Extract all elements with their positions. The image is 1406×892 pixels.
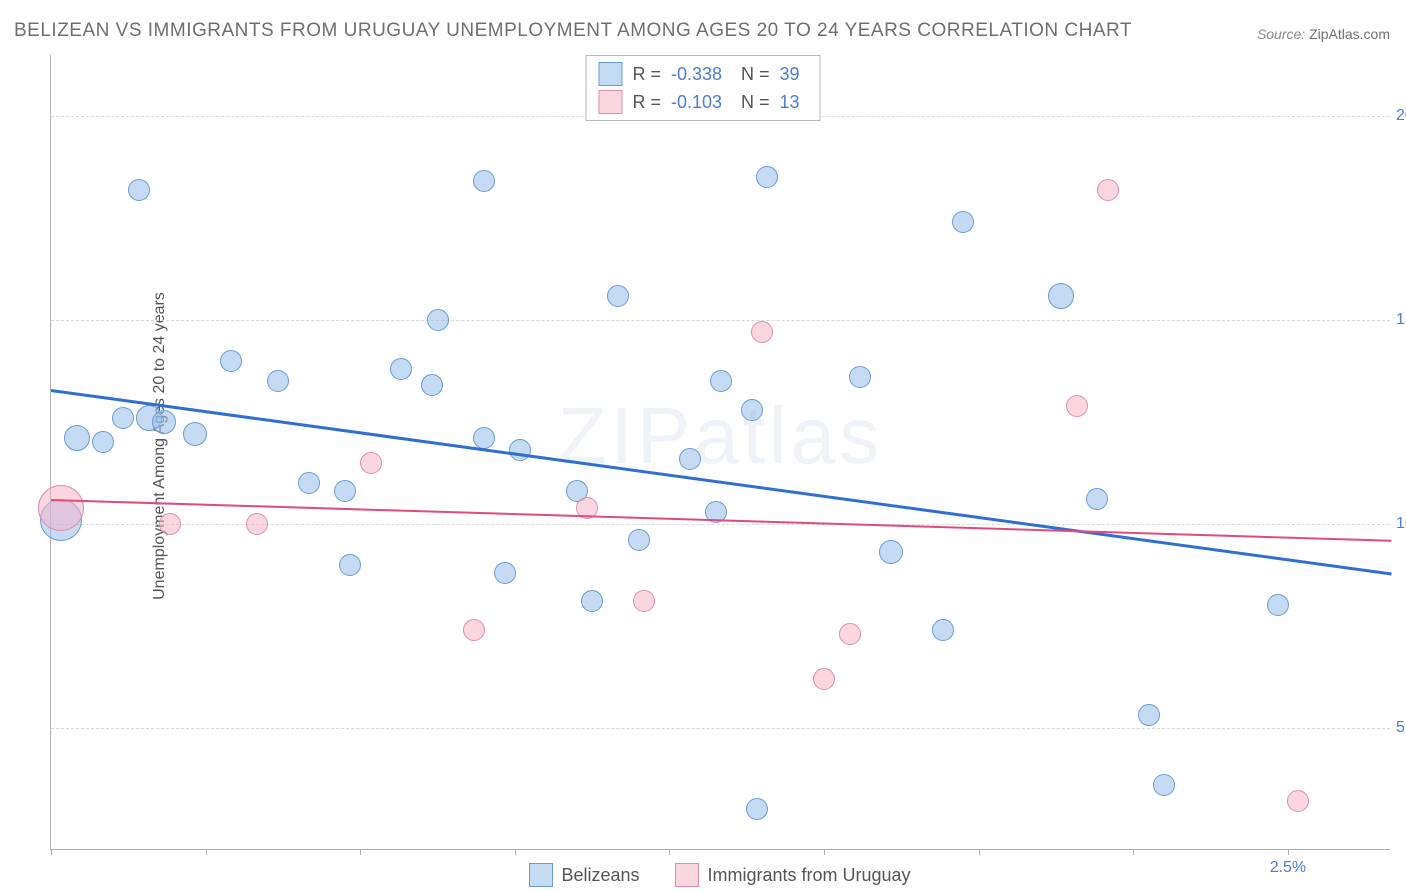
y-tick-label: 5.0% — [1396, 719, 1406, 737]
source-attribution: Source: ZipAtlas.com — [1257, 26, 1390, 42]
data-point-uruguay — [751, 321, 773, 343]
data-point-belizeans — [334, 480, 356, 502]
data-point-belizeans — [473, 427, 495, 449]
data-point-belizeans — [1267, 594, 1289, 616]
data-point-uruguay — [1066, 395, 1088, 417]
source-label: Source: — [1257, 26, 1309, 42]
y-tick-label: 10.0% — [1396, 515, 1406, 533]
x-tick — [515, 849, 516, 855]
source-value: ZipAtlas.com — [1309, 26, 1390, 42]
legend-item: Immigrants from Uruguay — [675, 863, 910, 887]
legend-label: Immigrants from Uruguay — [707, 865, 910, 886]
r-label: R = — [632, 64, 661, 85]
gridline — [51, 320, 1390, 321]
data-point-belizeans — [1048, 283, 1074, 309]
data-point-belizeans — [756, 166, 778, 188]
data-point-uruguay — [360, 452, 382, 474]
legend-stat-row: R = -0.338 N = 39 — [594, 60, 811, 88]
legend-swatch — [529, 863, 553, 887]
legend-label: Belizeans — [561, 865, 639, 886]
chart-title: BELIZEAN VS IMMIGRANTS FROM URUGUAY UNEM… — [14, 20, 1132, 42]
data-point-uruguay — [1097, 179, 1119, 201]
data-point-belizeans — [183, 422, 207, 446]
n-value: 39 — [780, 64, 808, 85]
data-point-belizeans — [152, 410, 176, 434]
x-tick — [1288, 849, 1289, 855]
data-point-uruguay — [813, 668, 835, 690]
data-point-belizeans — [710, 370, 732, 392]
legend-stat-row: R = -0.103 N = 13 — [594, 88, 811, 116]
data-point-belizeans — [267, 370, 289, 392]
data-point-belizeans — [64, 425, 90, 451]
x-tick — [979, 849, 980, 855]
data-point-uruguay — [38, 485, 84, 531]
data-point-belizeans — [952, 211, 974, 233]
data-point-belizeans — [1086, 488, 1108, 510]
x-tick — [669, 849, 670, 855]
data-point-belizeans — [220, 350, 242, 372]
data-point-uruguay — [633, 590, 655, 612]
x-tick — [824, 849, 825, 855]
data-point-belizeans — [339, 554, 361, 576]
legend-swatch — [598, 62, 622, 86]
data-point-belizeans — [494, 562, 516, 584]
data-point-belizeans — [421, 374, 443, 396]
n-label: N = — [741, 92, 770, 113]
series-legend: Belizeans Immigrants from Uruguay — [50, 863, 1390, 892]
x-tick — [51, 849, 52, 855]
x-tick — [1133, 849, 1134, 855]
data-point-belizeans — [679, 448, 701, 470]
data-point-belizeans — [390, 358, 412, 380]
legend-swatch — [675, 863, 699, 887]
n-label: N = — [741, 64, 770, 85]
x-tick — [360, 849, 361, 855]
data-point-belizeans — [92, 431, 114, 453]
data-point-belizeans — [128, 179, 150, 201]
data-point-belizeans — [741, 399, 763, 421]
y-tick-label: 15.0% — [1396, 311, 1406, 329]
trend-line-belizeans — [51, 389, 1391, 575]
data-point-belizeans — [473, 170, 495, 192]
data-point-belizeans — [607, 285, 629, 307]
n-value: 13 — [780, 92, 808, 113]
data-point-uruguay — [1287, 790, 1309, 812]
legend-item: Belizeans — [529, 863, 639, 887]
r-value: -0.103 — [671, 92, 731, 113]
data-point-belizeans — [298, 472, 320, 494]
correlation-legend: R = -0.338 N = 39 R = -0.103 N = 13 — [585, 55, 820, 121]
data-point-belizeans — [849, 366, 871, 388]
gridline — [51, 728, 1390, 729]
x-tick — [206, 849, 207, 855]
legend-swatch — [598, 90, 622, 114]
data-point-uruguay — [246, 513, 268, 535]
r-value: -0.338 — [671, 64, 731, 85]
data-point-belizeans — [581, 590, 603, 612]
r-label: R = — [632, 92, 661, 113]
data-point-belizeans — [746, 798, 768, 820]
data-point-belizeans — [427, 309, 449, 331]
data-point-belizeans — [879, 540, 903, 564]
data-point-belizeans — [1153, 774, 1175, 796]
data-point-belizeans — [628, 529, 650, 551]
data-point-uruguay — [159, 513, 181, 535]
data-point-uruguay — [463, 619, 485, 641]
data-point-belizeans — [509, 439, 531, 461]
watermark-text: ZIPatlas — [558, 390, 883, 482]
data-point-belizeans — [932, 619, 954, 641]
data-point-uruguay — [839, 623, 861, 645]
scatter-chart-area: ZIPatlas 5.0%10.0%15.0%20.0%2.5% — [50, 55, 1390, 850]
y-tick-label: 20.0% — [1396, 107, 1406, 125]
data-point-belizeans — [1138, 704, 1160, 726]
data-point-belizeans — [112, 407, 134, 429]
